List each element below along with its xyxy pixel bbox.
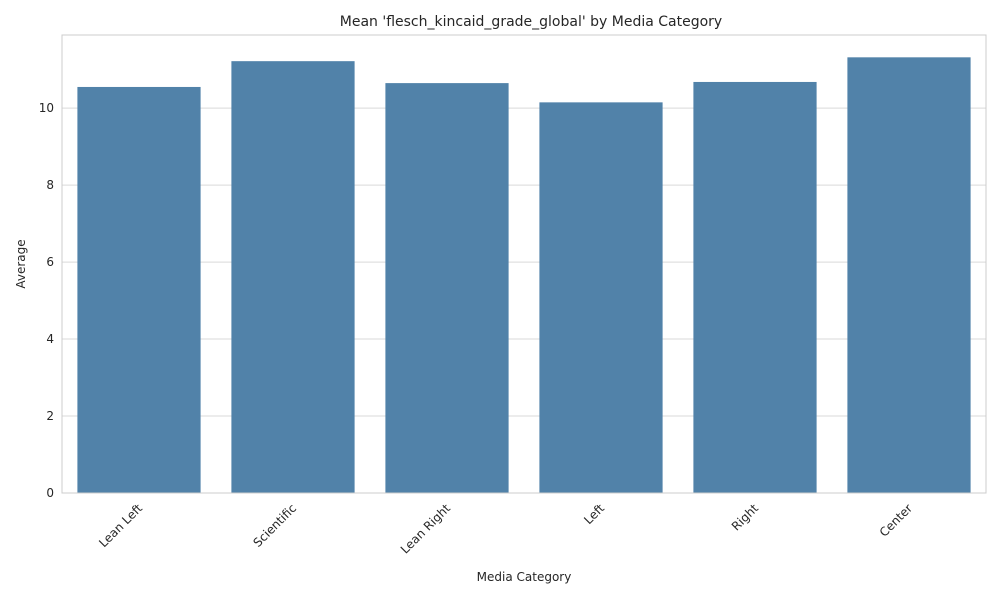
y-tick-label: 2 — [46, 409, 54, 423]
x-tick-label: Lean Left — [96, 501, 145, 550]
x-tick-label: Lean Right — [398, 501, 454, 557]
x-tick-label: Scientific — [251, 501, 300, 550]
chart-title: Mean 'flesch_kincaid_grade_global' by Me… — [340, 14, 722, 30]
y-tick-label: 4 — [46, 332, 54, 346]
y-tick-label: 0 — [46, 486, 54, 500]
y-tick-label: 10 — [39, 101, 54, 115]
y-tick-label: 8 — [46, 178, 54, 192]
y-tick-label: 6 — [46, 255, 54, 269]
bars — [77, 57, 971, 494]
bar-lean-right — [385, 83, 509, 493]
y-axis-label: Average — [14, 239, 28, 288]
plot-frame — [61, 34, 987, 494]
bar-scientific — [231, 61, 355, 494]
x-axis-label: Media Category — [477, 570, 572, 584]
bar-left — [539, 102, 663, 494]
x-tick-label: Left — [581, 501, 607, 527]
x-tick-label: Right — [729, 501, 761, 533]
x-tick-label: Center — [877, 501, 916, 540]
bar-lean-left — [77, 86, 201, 494]
y-tick-labels: 0 2 4 6 8 10 — [39, 101, 54, 500]
x-tick-labels: Lean Left Scientific Lean Right Left Right Ce… — [96, 501, 915, 557]
bar-right — [693, 81, 817, 493]
bar-center — [847, 57, 971, 493]
